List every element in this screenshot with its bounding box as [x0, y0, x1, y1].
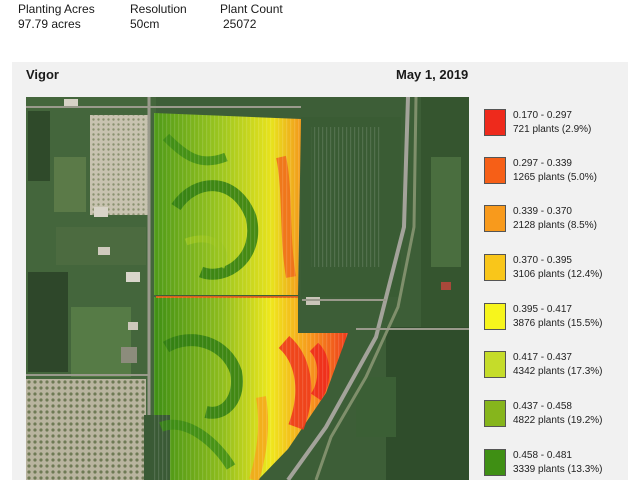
stat-label: Planting Acres: [18, 2, 95, 16]
panel-title: Vigor: [26, 67, 59, 82]
legend-range: 0.170 - 0.297: [513, 110, 572, 121]
legend-swatch: [484, 400, 506, 427]
legend-range: 0.297 - 0.339: [513, 158, 572, 169]
stat-value: 97.79 acres: [18, 17, 81, 31]
legend-count: 4822 plants (19.2%): [513, 415, 603, 426]
legend-item: 0.339 - 0.370 2128 plants (8.5%): [484, 204, 624, 236]
legend-swatch: [484, 157, 506, 184]
legend-item: 0.458 - 0.481 3339 plants (13.3%): [484, 448, 624, 480]
stat-label: Plant Count: [220, 2, 283, 16]
stats-bar: Planting Acres 97.79 acres Resolution 50…: [0, 2, 640, 38]
satellite-image: [26, 97, 469, 480]
legend-count: 2128 plants (8.5%): [513, 220, 597, 231]
stat-label: Resolution: [130, 2, 187, 16]
legend-item: 0.170 - 0.297 721 plants (2.9%): [484, 108, 624, 140]
stat-planting-acres: Planting Acres 97.79 acres: [18, 2, 95, 32]
legend-swatch: [484, 303, 506, 330]
legend-item: 0.297 - 0.339 1265 plants (5.0%): [484, 156, 624, 188]
legend-item: 0.370 - 0.395 3106 plants (12.4%): [484, 253, 624, 285]
legend-count: 4342 plants (17.3%): [513, 366, 603, 377]
legend-count: 1265 plants (5.0%): [513, 172, 597, 183]
vigor-panel: Vigor May 1, 2019: [12, 62, 628, 480]
legend-range: 0.458 - 0.481: [513, 450, 572, 461]
legend-range: 0.339 - 0.370: [513, 206, 572, 217]
legend-range: 0.437 - 0.458: [513, 401, 572, 412]
legend-swatch: [484, 254, 506, 281]
legend-item: 0.395 - 0.417 3876 plants (15.5%): [484, 302, 624, 334]
stat-value: 50cm: [130, 17, 160, 31]
legend-swatch: [484, 205, 506, 232]
legend-count: 3339 plants (13.3%): [513, 464, 603, 475]
stat-value: 25072: [223, 17, 257, 31]
legend-count: 721 plants (2.9%): [513, 124, 592, 135]
legend-swatch: [484, 449, 506, 476]
legend-count: 3876 plants (15.5%): [513, 318, 603, 329]
legend-range: 0.370 - 0.395: [513, 255, 572, 266]
stat-plant-count: Plant Count 25072: [220, 2, 283, 32]
legend-item: 0.417 - 0.437 4342 plants (17.3%): [484, 350, 624, 382]
legend-swatch: [484, 109, 506, 136]
vigor-map[interactable]: [26, 97, 469, 480]
legend-range: 0.395 - 0.417: [513, 304, 572, 315]
stat-resolution: Resolution 50cm: [130, 2, 187, 32]
legend-range: 0.417 - 0.437: [513, 352, 572, 363]
legend-swatch: [484, 351, 506, 378]
legend-count: 3106 plants (12.4%): [513, 269, 603, 280]
panel-date: May 1, 2019: [396, 67, 469, 82]
legend-item: 0.437 - 0.458 4822 plants (19.2%): [484, 399, 624, 431]
